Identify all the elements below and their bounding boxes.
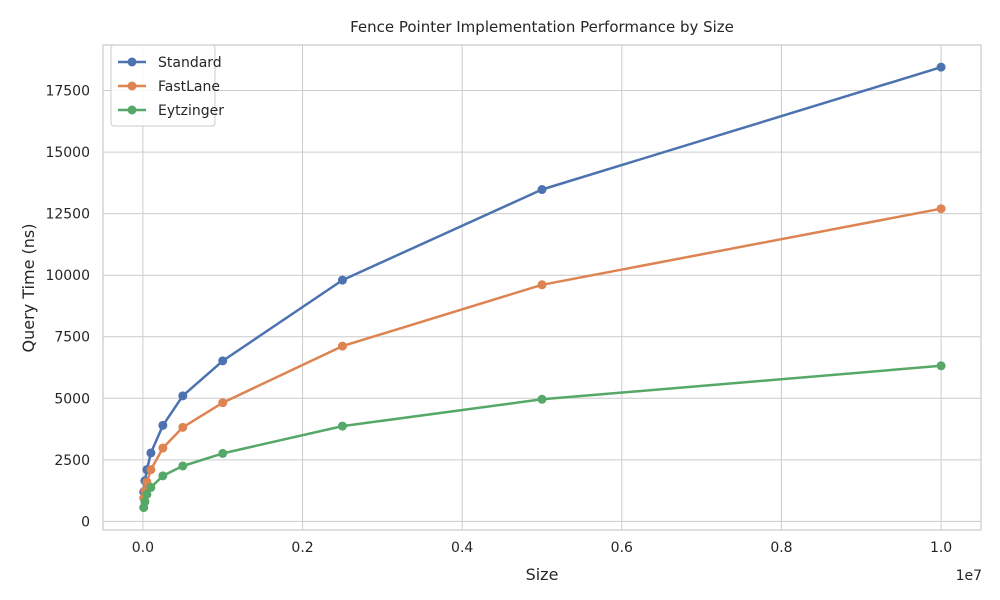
legend-swatch-marker <box>127 81 137 91</box>
data-point-fastlane <box>146 465 156 475</box>
data-point-eytzinger <box>178 461 188 471</box>
data-point-eytzinger <box>537 394 547 404</box>
y-axis-ticks: 0 2500 5000 7500 10000 12500 15000 17500 <box>45 84 90 531</box>
series-eytzinger <box>139 361 946 513</box>
legend-items: Standard FastLane Eytzinger <box>118 55 224 119</box>
y-tick-label: 10000 <box>45 268 90 284</box>
chart-title: Fence Pointer Implementation Performance… <box>350 18 734 36</box>
data-point-eytzinger <box>158 471 168 481</box>
legend-label: Standard <box>158 55 222 71</box>
legend-item-fastlane: FastLane <box>118 79 220 95</box>
legend-item-standard: Standard <box>118 55 222 71</box>
data-point-standard <box>146 448 156 458</box>
y-tick-label: 5000 <box>54 391 90 407</box>
y-tick-label: 2500 <box>54 453 90 469</box>
data-point-eytzinger <box>936 361 946 371</box>
data-point-fastlane <box>218 398 228 408</box>
y-tick-label: 0 <box>81 514 90 530</box>
x-axis-ticks: 0.0 0.2 0.4 0.6 0.8 1.0 <box>132 540 952 556</box>
data-point-fastlane <box>537 280 547 290</box>
data-point-fastlane <box>337 341 347 351</box>
data-point-eytzinger <box>142 489 152 499</box>
data-point-fastlane <box>178 422 188 432</box>
x-tick-label: 0.6 <box>611 540 633 556</box>
x-tick-label: 0.4 <box>451 540 473 556</box>
legend-box <box>110 44 216 127</box>
x-tick-label: 0.2 <box>291 540 313 556</box>
data-point-eytzinger <box>146 482 156 492</box>
y-axis-label: Query Time (ns) <box>19 224 38 353</box>
data-point-eytzinger <box>140 497 150 507</box>
legend-swatch-marker <box>127 57 137 67</box>
data-point-fastlane <box>936 204 946 214</box>
data-point-standard <box>337 275 347 285</box>
legend-swatch-marker <box>127 105 137 115</box>
plot-frame <box>102 44 982 531</box>
y-tick-label: 17500 <box>45 84 90 100</box>
legend-label: Eytzinger <box>158 103 224 119</box>
data-point-standard <box>936 62 946 72</box>
data-point-eytzinger <box>218 448 228 458</box>
x-tick-label: 0.0 <box>132 540 154 556</box>
x-tick-label: 1.0 <box>930 540 952 556</box>
data-point-standard <box>218 356 228 366</box>
gridlines <box>103 45 981 530</box>
y-tick-label: 12500 <box>45 207 90 223</box>
legend-label: FastLane <box>158 79 220 95</box>
data-point-standard <box>537 185 547 195</box>
y-tick-label: 7500 <box>54 330 90 346</box>
x-axis-offset-label: 1e7 <box>956 568 982 584</box>
data-point-eytzinger <box>337 421 347 431</box>
legend-item-eytzinger: Eytzinger <box>118 103 224 119</box>
data-point-standard <box>158 420 168 430</box>
x-axis-label: Size <box>526 565 559 584</box>
series-line-standard <box>142 66 942 492</box>
series-layer <box>139 62 946 513</box>
data-point-standard <box>178 391 188 401</box>
x-tick-label: 0.8 <box>770 540 792 556</box>
y-tick-label: 15000 <box>45 145 90 161</box>
legend: Standard FastLane Eytzinger <box>110 44 224 127</box>
data-point-fastlane <box>158 443 168 453</box>
